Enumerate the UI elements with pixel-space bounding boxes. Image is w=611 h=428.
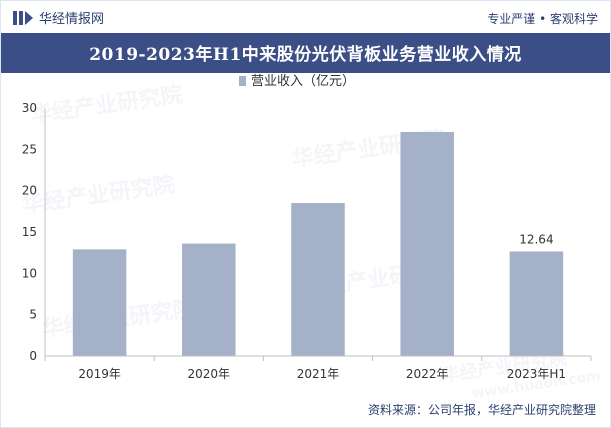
bar [400, 131, 454, 356]
legend-label: 营业收入（亿元） [251, 74, 355, 89]
chart-title-bar: 2019-2023年H1中来股份光伏背板业务营业收入情况 [1, 33, 610, 73]
y-tick-label: 15 [22, 225, 37, 239]
tagline: 专业严谨 • 客观科学 [487, 12, 598, 26]
x-tick-label: 2019年 [78, 367, 121, 381]
bar [291, 203, 345, 356]
brand: 华经情报网 [13, 8, 104, 27]
y-tick-label: 0 [29, 349, 37, 363]
bar [72, 249, 127, 356]
x-tick-label: 2022年 [406, 367, 449, 381]
y-tick-label: 30 [22, 101, 37, 115]
bar [182, 243, 236, 356]
y-tick-label: 20 [22, 184, 37, 198]
x-tick-label: 2021年 [297, 367, 340, 381]
y-tick-label: 5 [29, 308, 37, 322]
y-tick-label: 10 [22, 266, 37, 280]
chart-title: 2019-2023年H1中来股份光伏背板业务营业收入情况 [89, 44, 522, 65]
legend-swatch [239, 76, 246, 86]
x-tick-label: 2020年 [188, 367, 231, 381]
bar [509, 251, 564, 356]
logo-icon [13, 10, 33, 25]
y-tick-label: 25 [22, 142, 37, 156]
source-note: 资料来源：公司年报，华经产业研究院整理 [367, 403, 596, 417]
data-label: 12.64 [519, 233, 553, 247]
top-bar: 华经情报网 专业严谨 • 客观科学 [1, 1, 610, 33]
brand-name: 华经情报网 [39, 12, 105, 27]
bar-chart: 营业收入（亿元） 0 5 10 15 20 25 30 2019年 2020年 2021年 2022年… [22, 74, 592, 381]
x-tick-label: 2023年H1 [507, 367, 566, 381]
